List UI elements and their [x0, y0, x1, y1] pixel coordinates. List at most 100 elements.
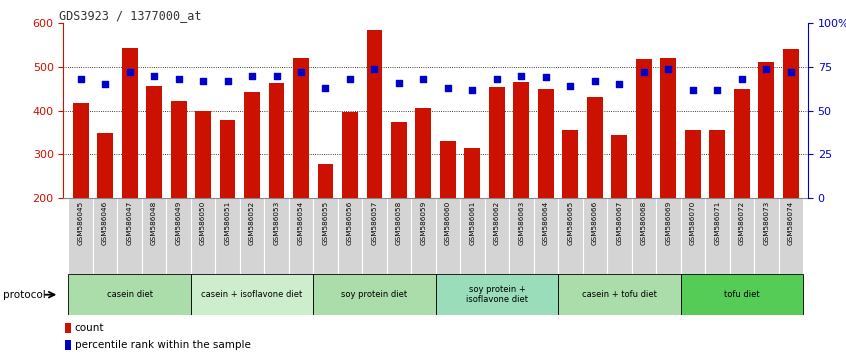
- Text: GSM586074: GSM586074: [788, 200, 794, 245]
- Bar: [754, 198, 778, 274]
- Text: GSM586062: GSM586062: [494, 200, 500, 245]
- Bar: [387, 198, 411, 274]
- Text: GSM586045: GSM586045: [78, 200, 84, 245]
- Bar: [195, 110, 211, 198]
- Text: percentile rank within the sample: percentile rank within the sample: [74, 340, 250, 350]
- Bar: [215, 198, 239, 274]
- Bar: [705, 198, 729, 274]
- Bar: [415, 108, 431, 198]
- Bar: [391, 121, 407, 198]
- Text: GSM586056: GSM586056: [347, 200, 353, 245]
- Point: [711, 87, 724, 92]
- Point: [343, 76, 357, 82]
- Bar: [460, 198, 485, 274]
- Text: GSM586061: GSM586061: [470, 200, 475, 245]
- Bar: [65, 323, 71, 333]
- Point: [196, 78, 210, 84]
- Text: tofu diet: tofu diet: [724, 290, 760, 299]
- Bar: [293, 58, 309, 198]
- Bar: [69, 274, 191, 315]
- Text: GSM586060: GSM586060: [445, 200, 451, 245]
- Bar: [268, 84, 284, 198]
- Point: [465, 87, 479, 92]
- Bar: [607, 198, 632, 274]
- Bar: [733, 89, 750, 198]
- Text: GSM586054: GSM586054: [298, 200, 304, 245]
- Bar: [661, 58, 676, 198]
- Bar: [436, 274, 558, 315]
- Bar: [313, 274, 436, 315]
- Point: [441, 85, 454, 91]
- Point: [368, 66, 382, 72]
- Bar: [514, 82, 530, 198]
- Point: [760, 66, 773, 72]
- Bar: [239, 198, 264, 274]
- Bar: [464, 148, 481, 198]
- Text: GDS3923 / 1377000_at: GDS3923 / 1377000_at: [59, 9, 201, 22]
- Point: [613, 81, 626, 87]
- Bar: [538, 89, 554, 198]
- Bar: [636, 59, 651, 198]
- Text: GSM586064: GSM586064: [543, 200, 549, 245]
- Point: [270, 73, 283, 79]
- Text: GSM586068: GSM586068: [641, 200, 647, 245]
- Bar: [509, 198, 534, 274]
- Bar: [146, 86, 162, 198]
- Point: [662, 66, 675, 72]
- Point: [514, 73, 528, 79]
- Text: soy protein +
isoflavone diet: soy protein + isoflavone diet: [466, 285, 528, 304]
- Bar: [142, 198, 167, 274]
- Text: GSM586065: GSM586065: [568, 200, 574, 245]
- Text: GSM586066: GSM586066: [592, 200, 598, 245]
- Point: [147, 73, 161, 79]
- Bar: [97, 133, 113, 198]
- Bar: [680, 198, 705, 274]
- Bar: [485, 198, 509, 274]
- Text: casein + tofu diet: casein + tofu diet: [582, 290, 656, 299]
- Text: GSM586053: GSM586053: [273, 200, 279, 245]
- Bar: [313, 198, 338, 274]
- Text: GSM586049: GSM586049: [176, 200, 182, 245]
- Point: [319, 85, 332, 91]
- Bar: [783, 49, 799, 198]
- Bar: [191, 274, 313, 315]
- Bar: [709, 130, 725, 198]
- Text: GSM586050: GSM586050: [200, 200, 206, 245]
- Bar: [93, 198, 118, 274]
- Text: GSM586047: GSM586047: [127, 200, 133, 245]
- Point: [686, 87, 700, 92]
- Text: GSM586055: GSM586055: [322, 200, 328, 245]
- Point: [490, 76, 503, 82]
- Point: [784, 69, 798, 75]
- Text: GSM586058: GSM586058: [396, 200, 402, 245]
- Bar: [69, 198, 93, 274]
- Bar: [534, 198, 558, 274]
- Point: [245, 73, 259, 79]
- Text: GSM586069: GSM586069: [665, 200, 672, 245]
- Point: [98, 81, 112, 87]
- Bar: [632, 198, 656, 274]
- Bar: [563, 130, 579, 198]
- Point: [417, 76, 431, 82]
- Bar: [264, 198, 288, 274]
- Text: casein diet: casein diet: [107, 290, 152, 299]
- Bar: [338, 198, 362, 274]
- Point: [563, 83, 577, 89]
- Text: count: count: [74, 323, 104, 333]
- Point: [637, 69, 651, 75]
- Point: [221, 78, 234, 84]
- Text: GSM586059: GSM586059: [420, 200, 426, 245]
- Bar: [558, 274, 680, 315]
- Point: [588, 78, 602, 84]
- Bar: [220, 120, 235, 198]
- Bar: [122, 47, 138, 198]
- Point: [74, 76, 87, 82]
- Bar: [288, 198, 313, 274]
- Bar: [171, 101, 186, 198]
- Text: GSM586063: GSM586063: [519, 200, 525, 245]
- Text: GSM586051: GSM586051: [224, 200, 230, 245]
- Point: [123, 69, 136, 75]
- Bar: [680, 274, 803, 315]
- Bar: [362, 198, 387, 274]
- Bar: [73, 103, 89, 198]
